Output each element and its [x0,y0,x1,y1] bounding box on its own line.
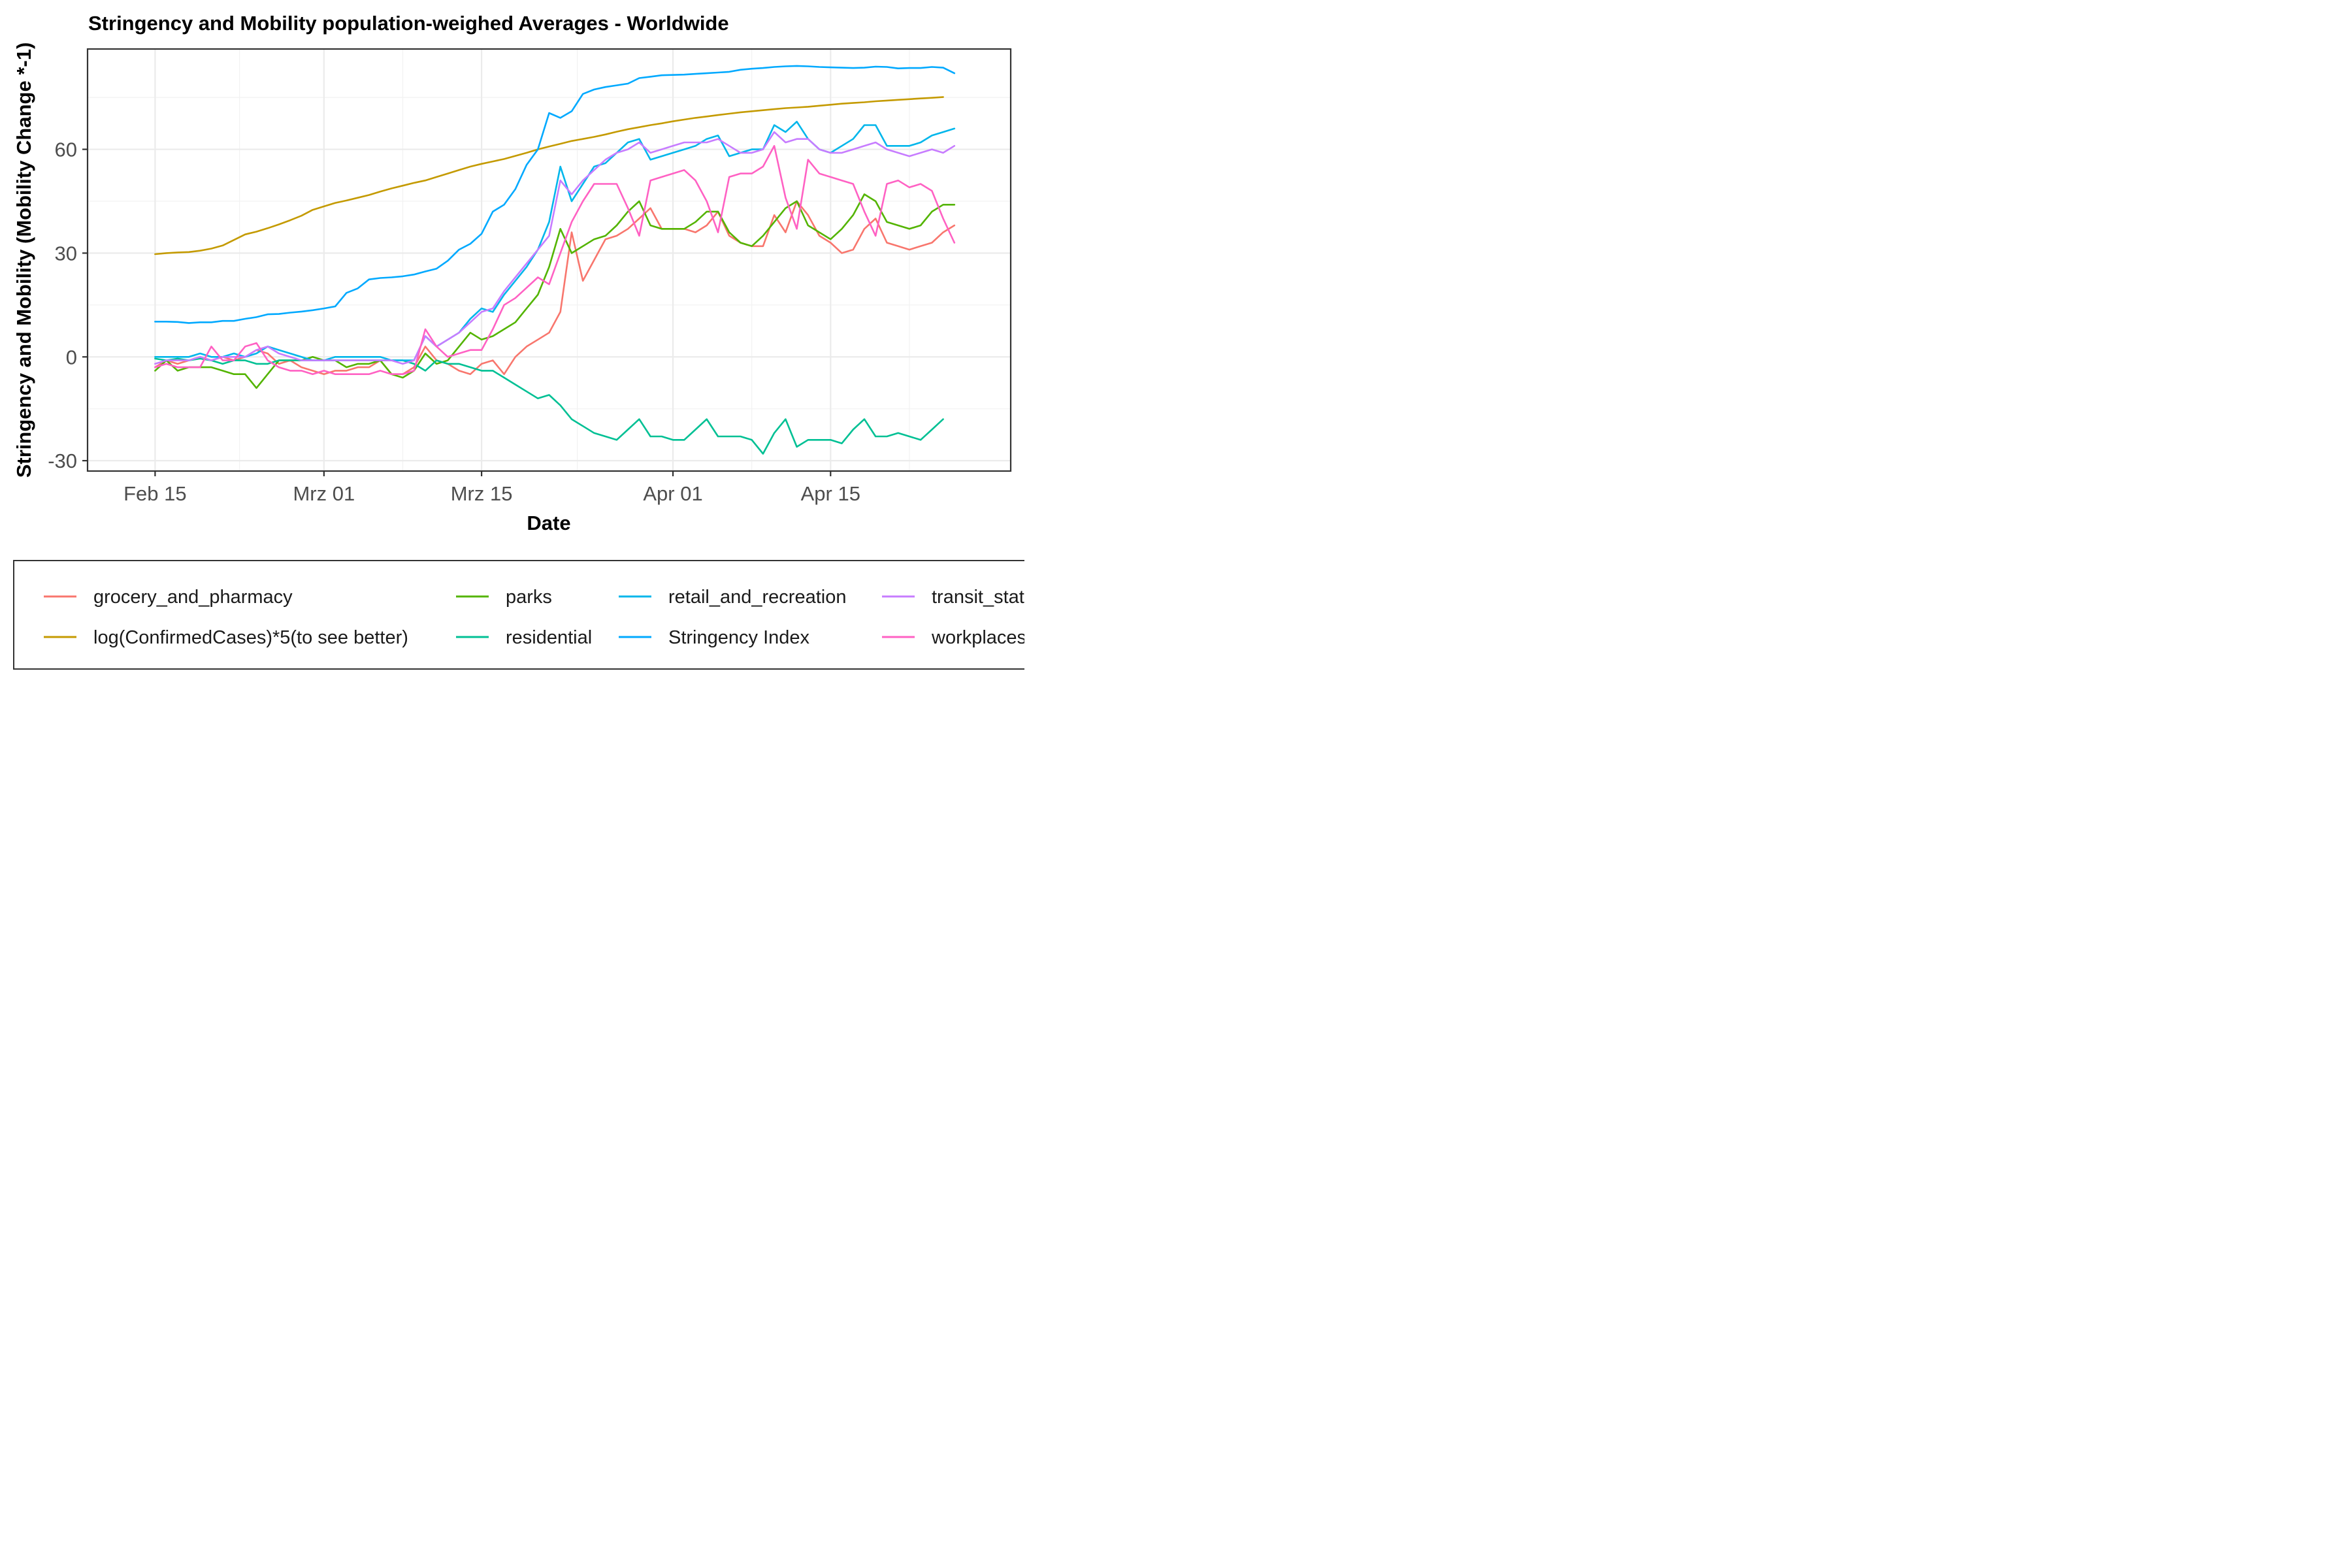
minor-gridlines [88,49,1011,471]
series-line-stringency-index [154,65,956,324]
legend-label-grocery-and-pharmacy: grocery_and_pharmacy [93,587,293,608]
legend-box [13,560,1024,670]
series-line-workplaces [154,145,956,376]
legend-label-transit-stations: transit_stations [932,587,1024,608]
series-lines [154,65,956,455]
legend-label-retail-and-recreation: retail_and_recreation [668,587,846,608]
x-tick-label: Mrz 01 [293,482,355,505]
series-line-retail-and-recreation [154,120,956,361]
legend-label-parks: parks [506,587,552,608]
plot-panel-border [86,48,1012,472]
x-axis-title: Date [527,512,570,534]
legend-label-residential: residential [506,627,592,648]
series-line-log-confirmedcases-5-to-see-better [154,96,944,255]
series-line-residential [154,357,944,455]
x-tick-label: Mrz 15 [451,482,513,505]
y-tick-label: 30 [55,242,77,265]
legend: grocery_and_pharmacy log(ConfirmedCases)*… [44,587,1024,648]
legend-label-workplaces: workplaces [931,627,1024,648]
x-tick-label: Feb 15 [123,482,187,505]
legend-label-stringency-index: Stringency Index [668,627,810,648]
x-axis-ticks: Feb 15 Mrz 01 Mrz 15 Apr 01 Apr 15 [123,471,860,505]
x-tick-label: Apr 01 [643,482,702,505]
y-axis-title: Stringency and Mobility (Mobility Change… [12,42,35,478]
y-tick-label: 0 [66,346,77,368]
y-axis-ticks: -30 0 30 60 [48,139,88,472]
series-line-parks [154,193,956,389]
series-line-transit-stations [154,131,956,365]
y-tick-label: -30 [48,449,77,472]
chart-title: Stringency and Mobility population-weigh… [88,12,729,35]
y-tick-label: 60 [55,139,77,161]
stringency-mobility-chart: Stringency and Mobility population-weigh… [12,12,1024,670]
legend-label-log-confirmedcases-5-to-see-better: log(ConfirmedCases)*5(to see better) [93,627,408,648]
x-tick-label: Apr 15 [801,482,860,505]
